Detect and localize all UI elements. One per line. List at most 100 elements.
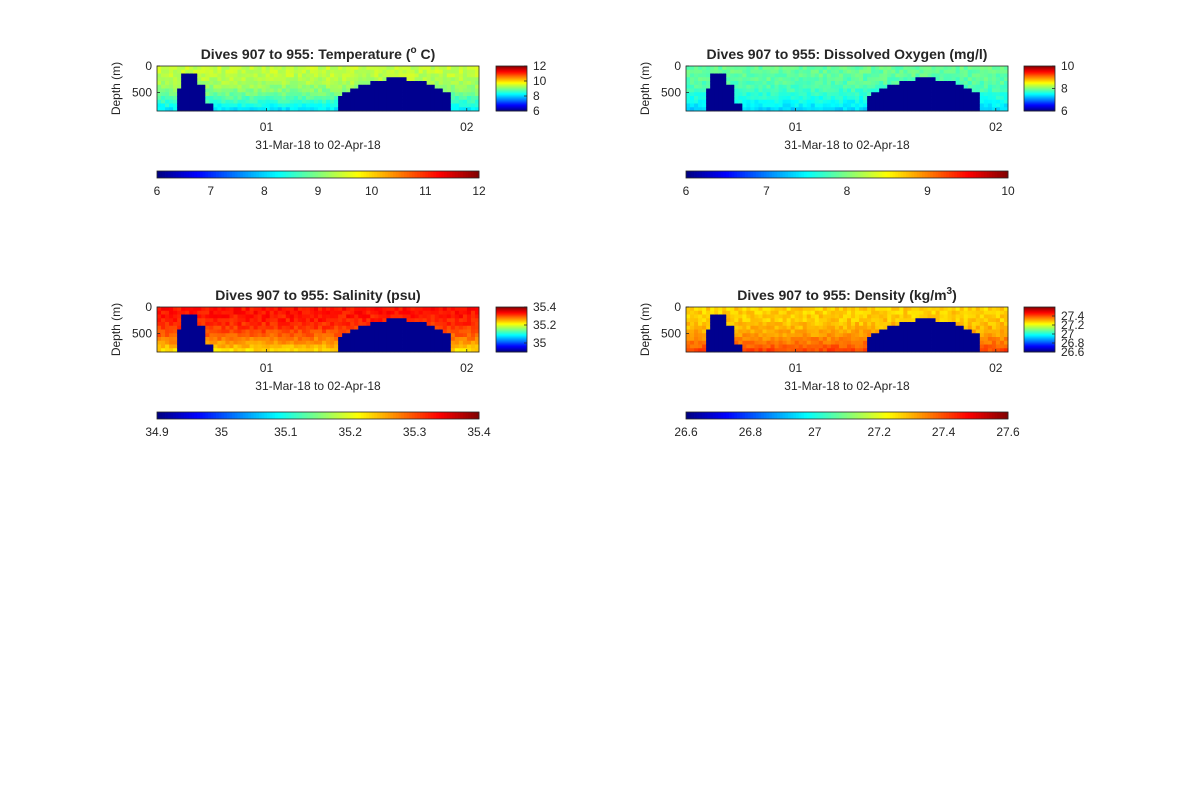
heatmap-cell [867, 92, 872, 97]
heatmap-cell [378, 337, 383, 342]
heatmap-cell [963, 310, 969, 315]
heatmap-cell [434, 344, 440, 349]
heatmap-cell [402, 107, 407, 112]
heatmap-cell [249, 73, 254, 78]
heatmap-cell [959, 88, 965, 93]
heatmap-cell [237, 96, 242, 101]
heatmap-cell [382, 307, 387, 312]
heatmap-cell [718, 322, 723, 327]
heatmap-cell [410, 318, 416, 323]
heatmap-cell [382, 310, 387, 315]
heatmap-cell [217, 322, 222, 327]
heatmap-cell [217, 77, 222, 82]
heatmap-cell [265, 88, 271, 93]
heatmap-cell [289, 81, 295, 86]
heatmap-cell [281, 329, 287, 334]
heatmap-cell [434, 103, 440, 108]
heatmap-cell [438, 333, 444, 338]
heatmap-cell [470, 69, 476, 74]
heatmap-cell [859, 96, 864, 101]
heatmap-cell [758, 318, 763, 323]
heatmap-cell [422, 318, 428, 323]
heatmap-cell [281, 307, 287, 312]
heatmap-cell [414, 99, 420, 104]
colorbar-swatch [986, 171, 990, 178]
heatmap-cell [217, 107, 222, 112]
heatmap-cell [847, 310, 852, 315]
heatmap-cell [863, 96, 868, 101]
heatmap-cell [193, 318, 198, 323]
heatmap-cell [261, 322, 267, 327]
heatmap-cell [213, 348, 218, 353]
heatmap-cell [338, 318, 343, 323]
heatmap-cells [686, 307, 1009, 353]
heatmap-cell [378, 84, 383, 89]
heatmap-cell [947, 84, 953, 89]
heatmap-cell [867, 107, 872, 112]
heatmap-cell [899, 322, 904, 327]
colorbar-swatch [181, 412, 185, 419]
chart-panel-2: Dives 907 to 955: Dissolved Oxygen (mg/l… [638, 46, 1075, 198]
heatmap-cell [838, 310, 844, 315]
heatmap-cell [402, 314, 407, 319]
heatmap-cell [434, 96, 440, 101]
heatmap-cell [261, 81, 267, 86]
heatmap-cell [402, 77, 407, 82]
heatmap-cell [157, 77, 162, 82]
heatmap-cell [931, 84, 936, 89]
heatmap-cell [919, 307, 924, 312]
heatmap-cell [430, 103, 436, 108]
heatmap-cell [963, 318, 969, 323]
heatmap-cell [386, 340, 391, 345]
colorbar-swatch [774, 412, 778, 419]
heatmap-cell [722, 344, 727, 349]
heatmap-cell [686, 318, 691, 323]
heatmap-cell [694, 77, 699, 82]
heatmap-cell [185, 88, 190, 93]
heatmap-cell [686, 92, 691, 97]
colorbar-swatch [496, 100, 527, 103]
heatmap-cell [782, 96, 788, 101]
heatmap-cell [462, 88, 468, 93]
heatmap-cell [923, 344, 928, 349]
heatmap-cell [189, 310, 194, 315]
colorbar-swatch [742, 171, 746, 178]
heatmap-cell [165, 340, 170, 345]
heatmap-cell [907, 333, 912, 338]
heatmap-cell [422, 344, 428, 349]
heatmap-cell [474, 310, 480, 315]
heatmap-cell [326, 92, 331, 97]
heatmap-cell [919, 84, 924, 89]
heatmap-cell [935, 73, 940, 78]
colorbar-swatch [967, 171, 971, 178]
heatmap-cell [867, 333, 872, 338]
heatmap-cell [177, 314, 182, 319]
heatmap-cell [855, 344, 860, 349]
colorbar-swatch [368, 412, 373, 419]
colorbar-tick-label: 34.9 [145, 425, 169, 439]
heatmap-cell [915, 69, 920, 74]
heatmap-cell [438, 77, 444, 82]
colorbar-swatch [844, 412, 848, 419]
heatmap-cell [859, 322, 864, 327]
heatmap-cell [422, 107, 428, 112]
colorbar-swatch [234, 171, 238, 178]
heatmap-cell [818, 310, 824, 315]
heatmap-cell [466, 107, 472, 112]
heatmap-cell [987, 88, 993, 93]
heatmap-cell [979, 88, 985, 93]
heatmap-cell [470, 77, 476, 82]
heatmap-cell [390, 307, 395, 312]
colorbar-swatch [897, 171, 902, 178]
heatmap-cell [346, 81, 351, 86]
heatmap-cell [979, 99, 985, 104]
heatmap-cell [261, 307, 267, 312]
heatmap-cell [370, 337, 375, 342]
heatmap-cell [462, 92, 468, 97]
heatmap-cell [830, 77, 836, 82]
bottom-colorbar: 6 7 8 9 10 11 12 [154, 170, 486, 198]
colorbar-swatch [1024, 345, 1055, 347]
heatmap-cell [390, 69, 395, 74]
colorbar-swatch [932, 171, 936, 178]
heatmap-cell [378, 310, 383, 315]
